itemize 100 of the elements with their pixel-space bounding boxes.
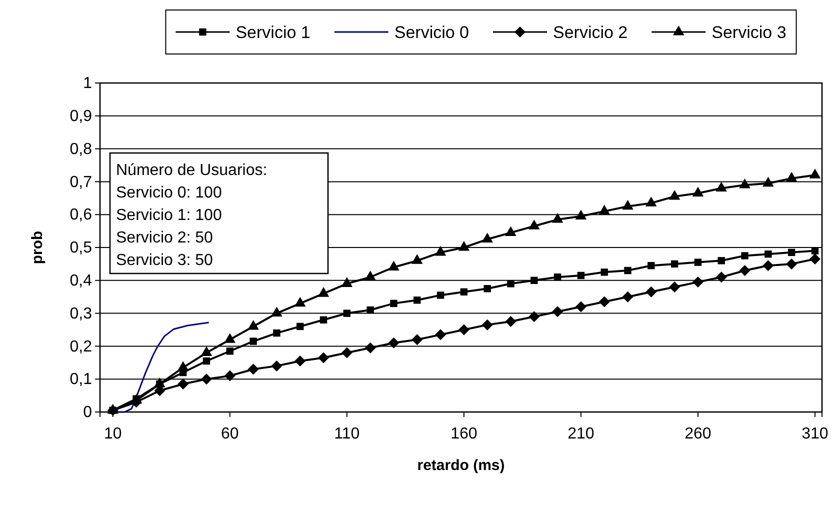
- x-tick-label: 310: [802, 425, 828, 442]
- point: [366, 306, 374, 314]
- point: [273, 329, 280, 337]
- x-tick-label: 110: [334, 425, 360, 442]
- point: [482, 319, 493, 330]
- point: [809, 254, 820, 265]
- y-tick-label: 0,9: [70, 108, 92, 126]
- point: [412, 334, 423, 346]
- point: [458, 240, 470, 251]
- point: [575, 301, 586, 312]
- point: [694, 258, 702, 266]
- point: [507, 280, 514, 288]
- y-tick-label: 0,4: [70, 272, 92, 290]
- point: [482, 232, 493, 243]
- point: [739, 265, 750, 276]
- point: [435, 329, 446, 340]
- point: [341, 347, 352, 358]
- point: [577, 272, 585, 280]
- point: [294, 356, 306, 367]
- point: [668, 190, 680, 200]
- point: [739, 178, 750, 188]
- point: [294, 296, 306, 307]
- point: [528, 220, 540, 230]
- y-axis-title: prob: [29, 230, 46, 264]
- x-tick-label: 260: [684, 425, 712, 442]
- point: [411, 254, 423, 264]
- point: [271, 360, 282, 372]
- point: [178, 378, 189, 390]
- point: [741, 252, 748, 260]
- point: [528, 311, 540, 322]
- point: [598, 296, 610, 308]
- point: [552, 213, 564, 223]
- legend-label: Servicio 3: [712, 23, 786, 42]
- point: [716, 182, 727, 192]
- point: [786, 172, 798, 182]
- x-tick-label: 210: [568, 425, 594, 442]
- point: [622, 200, 634, 210]
- point: [764, 250, 772, 258]
- point: [716, 272, 727, 283]
- y-tick-label: 0,1: [70, 371, 92, 388]
- point: [250, 338, 257, 345]
- point: [226, 348, 234, 355]
- point: [670, 260, 678, 268]
- y-tick-label: 0,2: [70, 338, 92, 356]
- annotation: Servicio 2: 50: [116, 230, 214, 246]
- y-tick-label: 0,8: [70, 140, 92, 158]
- point: [762, 260, 774, 272]
- point: [786, 258, 798, 270]
- point: [341, 277, 353, 287]
- point: [692, 186, 704, 196]
- legend-label: Servicio 1: [236, 23, 310, 42]
- point: [318, 287, 330, 297]
- x-axis-title: retardo (ms): [417, 457, 505, 474]
- point: [762, 176, 774, 187]
- point: [364, 342, 376, 354]
- y-tick-label: 0: [83, 404, 92, 422]
- point: [646, 196, 657, 206]
- point: [436, 292, 444, 299]
- point: [320, 316, 328, 324]
- point: [600, 268, 608, 276]
- annotation: Servicio 1: 100: [116, 207, 222, 224]
- point: [388, 260, 400, 270]
- point: [364, 270, 376, 280]
- annotation: Número de Usuarios:: [116, 162, 268, 179]
- y-tick-label: 0,3: [70, 305, 92, 322]
- legend-label: Servicio 2: [553, 23, 628, 42]
- x-tick-label: 60: [220, 425, 239, 442]
- point: [552, 306, 564, 318]
- point: [624, 266, 632, 274]
- point: [318, 352, 330, 364]
- point: [484, 285, 491, 292]
- point: [202, 357, 210, 365]
- point: [692, 276, 704, 288]
- point: [648, 262, 655, 270]
- point: [622, 291, 634, 302]
- point: [296, 322, 304, 330]
- point: [460, 288, 468, 296]
- annotation: Servicio 0: 100: [116, 184, 222, 202]
- point: [530, 276, 538, 284]
- point: [554, 274, 562, 281]
- point: [809, 168, 821, 178]
- point: [458, 324, 470, 336]
- point: [414, 296, 421, 304]
- point: [505, 226, 516, 236]
- point: [200, 374, 212, 385]
- y-tick-label: 0,5: [70, 240, 92, 257]
- point: [271, 306, 282, 317]
- point: [505, 316, 516, 328]
- point: [575, 210, 587, 220]
- point: [646, 286, 657, 298]
- annotation: Servicio 3: 50: [116, 252, 214, 269]
- point: [434, 246, 446, 256]
- point: [224, 370, 236, 382]
- legend-label: Servicio 0: [394, 23, 469, 42]
- x-tick-label: 10: [104, 425, 122, 442]
- point: [388, 337, 400, 348]
- point: [718, 257, 725, 264]
- point: [669, 281, 680, 292]
- point: [390, 300, 398, 308]
- point: [248, 364, 259, 375]
